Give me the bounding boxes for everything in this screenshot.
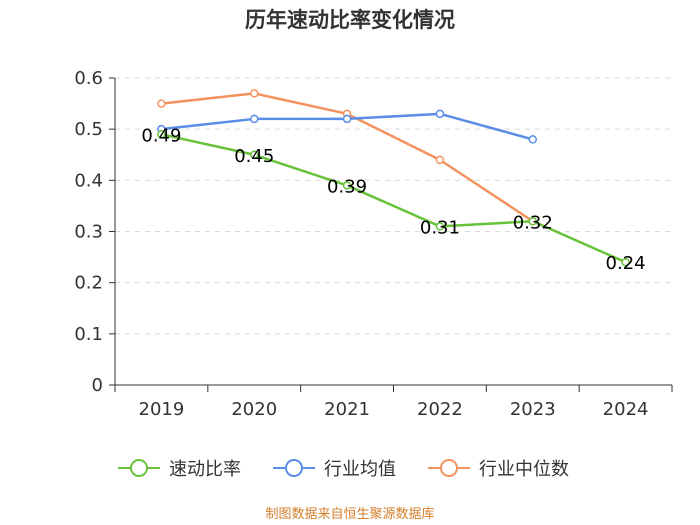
data-point[interactable] (250, 114, 259, 124)
legend-label: 速动比率 (169, 459, 241, 480)
axes: 0 0.1 0.2 0.3 0.4 0.5 0.6 2019 2020 2021 2022 2023 2… (74, 68, 673, 420)
data-point[interactable] (157, 130, 166, 139)
legend-label: 行业中位数 (479, 459, 569, 480)
legend-marker-icon (440, 459, 458, 477)
x-tick-label: 2023 (510, 399, 556, 420)
x-tick-label: 2021 (324, 399, 370, 420)
data-label: 0.45 (234, 146, 274, 167)
data-point[interactable] (157, 99, 166, 108)
y-tick-label: 0.5 (74, 119, 103, 140)
x-tick-label: 2019 (139, 399, 185, 420)
data-point[interactable] (250, 89, 259, 98)
grid-lines (115, 77, 672, 335)
legend-item[interactable]: 行业中位数 (428, 459, 569, 480)
legend[interactable]: 速动比率 行业均值 行业中位数 (118, 459, 569, 480)
y-tick-label: 0 (92, 375, 103, 396)
x-tick-label: 2020 (231, 399, 277, 420)
y-tick-label: 0.4 (74, 170, 103, 191)
source-note: 制图数据来自恒生聚源数据库 (265, 506, 434, 522)
y-tick-label: 0.2 (74, 273, 103, 294)
x-tick-label: 2024 (603, 399, 649, 420)
data-labels: 0.49 0.45 0.39 0.31 0.32 0.24 (141, 125, 645, 274)
y-tick-label: 0.1 (74, 324, 103, 345)
data-label: 0.49 (141, 125, 181, 146)
y-tick-label: 0.6 (74, 68, 103, 89)
data-point[interactable] (528, 135, 537, 144)
data-point[interactable] (435, 222, 445, 231)
legend-item[interactable]: 行业均值 (273, 459, 396, 480)
data-label: 0.39 (327, 176, 367, 197)
data-label: 0.24 (606, 253, 646, 274)
series-line-0 (161, 133, 627, 264)
series-lines (157, 89, 630, 267)
data-point[interactable] (342, 181, 352, 190)
data-point[interactable] (342, 114, 352, 124)
data-point[interactable] (528, 217, 537, 226)
data-point[interactable] (250, 150, 259, 159)
legend-marker-icon (130, 459, 148, 477)
x-tick-label: 2022 (417, 399, 463, 420)
data-point[interactable] (435, 109, 445, 119)
chart-title: 历年速动比率变化情况 (245, 8, 455, 32)
y-tick-label: 0.3 (74, 222, 103, 243)
legend-label: 行业均值 (324, 459, 396, 480)
data-label: 0.31 (420, 217, 460, 238)
data-point[interactable] (621, 257, 630, 267)
legend-item[interactable]: 速动比率 (118, 459, 241, 480)
data-point[interactable] (435, 155, 445, 165)
data-label: 0.32 (513, 212, 553, 233)
legend-marker-icon (285, 459, 303, 477)
